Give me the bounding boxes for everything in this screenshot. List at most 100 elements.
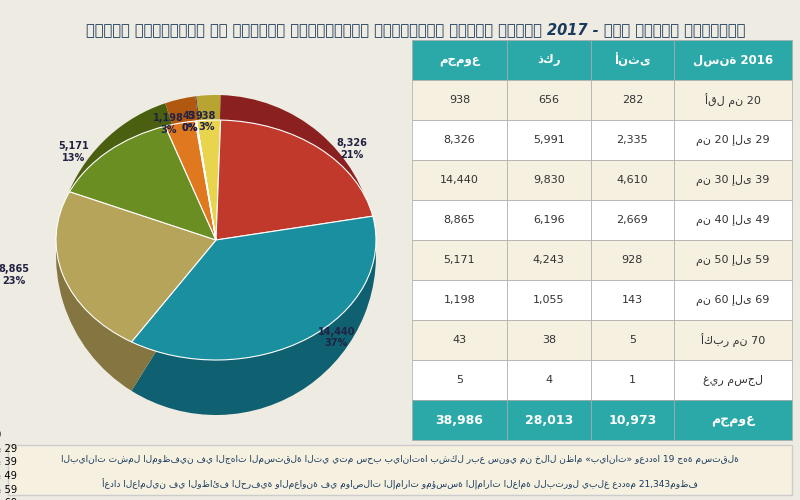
FancyBboxPatch shape xyxy=(674,120,792,160)
FancyBboxPatch shape xyxy=(507,200,590,240)
Text: 38,986: 38,986 xyxy=(435,414,483,426)
Text: 8,326
21%: 8,326 21% xyxy=(337,138,367,160)
FancyBboxPatch shape xyxy=(412,360,507,400)
Text: 282: 282 xyxy=(622,95,643,105)
FancyBboxPatch shape xyxy=(590,280,674,320)
Text: ذكر: ذكر xyxy=(537,54,561,66)
Wedge shape xyxy=(70,126,216,240)
Text: 4,243: 4,243 xyxy=(533,255,565,265)
Text: من 40 إلى 49: من 40 إلى 49 xyxy=(696,214,770,226)
FancyBboxPatch shape xyxy=(674,320,792,360)
FancyBboxPatch shape xyxy=(590,200,674,240)
FancyBboxPatch shape xyxy=(590,360,674,400)
FancyBboxPatch shape xyxy=(590,160,674,200)
Text: 928: 928 xyxy=(622,255,643,265)
Text: البيانات تشمل الموظفين في الجهات المستقلة التي يتم سحب بياناتها بشكل ربع سنوي من: البيانات تشمل الموظفين في الجهات المستقل… xyxy=(61,456,739,464)
FancyBboxPatch shape xyxy=(412,400,507,440)
Wedge shape xyxy=(195,96,216,255)
FancyBboxPatch shape xyxy=(412,160,507,200)
Text: أعداد العاملين في الوظائف الحرفية والمعاونة في مواصلات الإمارات ومؤسسة الإمارات : أعداد العاملين في الوظائف الحرفية والمعا… xyxy=(102,478,698,490)
Text: أكبر من 70: أكبر من 70 xyxy=(701,333,766,347)
Text: 4,610: 4,610 xyxy=(617,175,648,185)
Text: 9,830: 9,830 xyxy=(533,175,565,185)
Text: 8,326: 8,326 xyxy=(444,135,475,145)
Text: 2,669: 2,669 xyxy=(617,215,648,225)
FancyBboxPatch shape xyxy=(412,320,507,360)
Text: 14,440: 14,440 xyxy=(440,175,479,185)
Wedge shape xyxy=(197,95,221,255)
FancyBboxPatch shape xyxy=(590,40,674,80)
Text: 2,335: 2,335 xyxy=(617,135,648,145)
Wedge shape xyxy=(197,120,221,240)
Text: من 60 إلى 69: من 60 إلى 69 xyxy=(697,294,770,306)
Text: مجموع: مجموع xyxy=(439,54,480,66)
Text: 28,013: 28,013 xyxy=(525,414,573,426)
FancyBboxPatch shape xyxy=(507,280,590,320)
FancyBboxPatch shape xyxy=(507,360,590,400)
Text: 4: 4 xyxy=(546,375,552,385)
Legend: أقل من 20, من 20 إلى 29, من 30 إلى 39, من 40 إلى 49, من 50 إلى 59, من 60 إلى 69,: أقل من 20, من 20 إلى 29, من 30 إلى 39, م… xyxy=(0,424,22,500)
Text: 1,198: 1,198 xyxy=(444,295,475,305)
Text: 38: 38 xyxy=(542,335,556,345)
Wedge shape xyxy=(166,96,216,255)
Text: 938: 938 xyxy=(449,95,470,105)
Text: أنثى: أنثى xyxy=(614,53,650,67)
FancyBboxPatch shape xyxy=(674,160,792,200)
Text: 656: 656 xyxy=(538,95,559,105)
Text: 5: 5 xyxy=(629,335,636,345)
Text: 6,196: 6,196 xyxy=(533,215,565,225)
FancyBboxPatch shape xyxy=(674,400,792,440)
FancyBboxPatch shape xyxy=(590,400,674,440)
FancyBboxPatch shape xyxy=(507,320,590,360)
FancyBboxPatch shape xyxy=(674,240,792,280)
Text: 5
0%: 5 0% xyxy=(182,112,198,133)
FancyBboxPatch shape xyxy=(507,240,590,280)
FancyBboxPatch shape xyxy=(674,280,792,320)
Wedge shape xyxy=(166,121,216,240)
Wedge shape xyxy=(131,216,376,360)
Text: 43: 43 xyxy=(453,335,466,345)
Text: من 50 إلى 59: من 50 إلى 59 xyxy=(697,254,770,266)
FancyBboxPatch shape xyxy=(412,80,507,120)
Text: من 30 إلى 39: من 30 إلى 39 xyxy=(697,174,770,186)
Text: 1: 1 xyxy=(629,375,636,385)
Wedge shape xyxy=(196,96,216,255)
Wedge shape xyxy=(216,95,373,255)
Text: من 20 إلى 29: من 20 إلى 29 xyxy=(696,134,770,145)
FancyBboxPatch shape xyxy=(412,280,507,320)
Text: مجموع: مجموع xyxy=(711,414,755,426)
Text: غير مسجل: غير مسجل xyxy=(703,374,763,386)
Text: 143: 143 xyxy=(622,295,643,305)
Wedge shape xyxy=(131,223,376,415)
FancyBboxPatch shape xyxy=(590,320,674,360)
Text: 14,440
37%: 14,440 37% xyxy=(318,327,355,348)
Wedge shape xyxy=(216,120,373,240)
Wedge shape xyxy=(56,192,216,342)
Text: 8,865: 8,865 xyxy=(444,215,475,225)
Text: 8,865
23%: 8,865 23% xyxy=(0,264,30,286)
FancyBboxPatch shape xyxy=(590,120,674,160)
Text: 5,171
13%: 5,171 13% xyxy=(58,142,89,163)
FancyBboxPatch shape xyxy=(412,200,507,240)
FancyBboxPatch shape xyxy=(507,80,590,120)
FancyBboxPatch shape xyxy=(674,360,792,400)
FancyBboxPatch shape xyxy=(507,40,590,80)
Text: 5: 5 xyxy=(456,375,463,385)
Text: 43
0%: 43 0% xyxy=(181,112,198,133)
FancyBboxPatch shape xyxy=(412,40,507,80)
Text: 1,055: 1,055 xyxy=(533,295,565,305)
Text: أقل من 20: أقل من 20 xyxy=(705,93,761,107)
FancyBboxPatch shape xyxy=(412,120,507,160)
FancyBboxPatch shape xyxy=(507,120,590,160)
FancyBboxPatch shape xyxy=(674,40,792,80)
Text: لسنة 2016: لسنة 2016 xyxy=(693,54,773,66)
Text: 5,171: 5,171 xyxy=(444,255,475,265)
Text: 10,973: 10,973 xyxy=(608,414,657,426)
Wedge shape xyxy=(196,121,216,240)
FancyBboxPatch shape xyxy=(507,400,590,440)
FancyBboxPatch shape xyxy=(412,240,507,280)
Text: 1,198
3%: 1,198 3% xyxy=(153,114,184,135)
Wedge shape xyxy=(195,121,216,240)
Text: 938
3%: 938 3% xyxy=(196,110,216,132)
Wedge shape xyxy=(56,190,216,391)
